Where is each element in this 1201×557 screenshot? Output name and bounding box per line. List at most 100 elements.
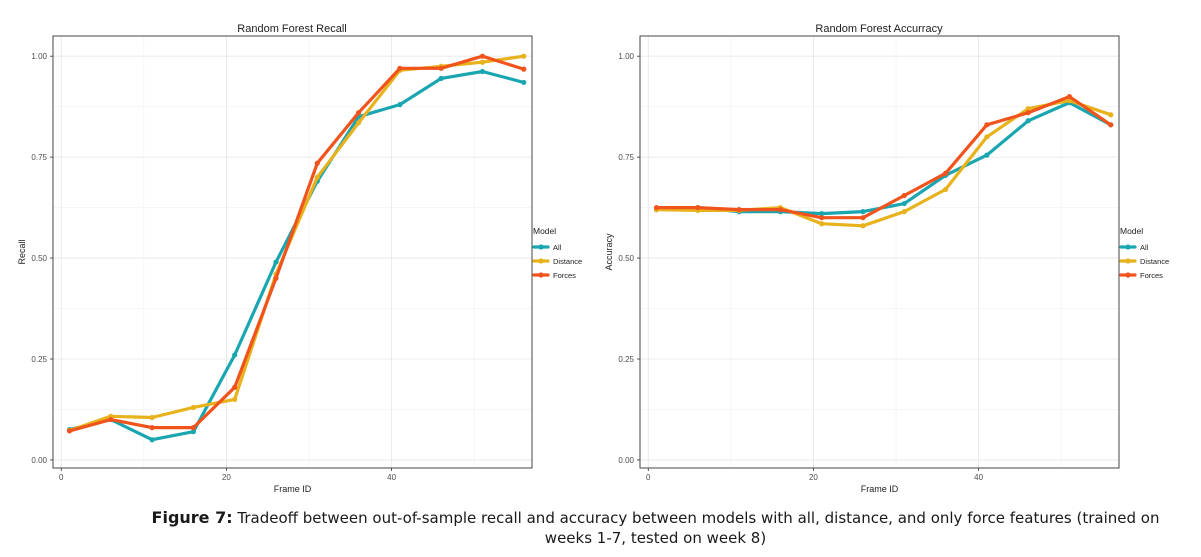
- recall-point-distance: [521, 53, 527, 59]
- recall-xtick-label: 0: [59, 473, 64, 482]
- accuracy-ytick-label: 0.25: [618, 355, 634, 364]
- accuracy-point-forces: [1108, 122, 1114, 128]
- recall-xtick-label: 40: [387, 473, 396, 482]
- accuracy-xtick-label: 20: [809, 473, 818, 482]
- accuracy-point-forces: [695, 204, 701, 211]
- accuracy-plot-area: [640, 36, 1119, 468]
- recall-legend-marker-forces: [538, 272, 544, 278]
- recall-point-forces: [190, 425, 196, 431]
- recall-title: Random Forest Recall: [237, 23, 346, 35]
- recall-point-distance: [149, 414, 155, 421]
- recall-panel-border: [52, 35, 533, 469]
- figure-caption: Figure 7: Tradeoff between out-of-sample…: [0, 508, 1201, 548]
- recall-point-forces: [108, 416, 114, 423]
- accuracy-point-all: [901, 200, 907, 207]
- accuracy-point-distance: [1025, 106, 1031, 112]
- accuracy-xlabel: Frame ID: [861, 484, 899, 494]
- accuracy-legend-title: Model: [1120, 226, 1143, 236]
- figure: Random Forest Recall 0.00 0.25 0.50 0.75 1.00…: [17, 23, 1169, 494]
- accuracy-xtick-label: 40: [974, 473, 983, 482]
- accuracy-point-all: [819, 211, 825, 217]
- accuracy-point-forces: [736, 207, 742, 213]
- recall-series-line-forces: [67, 54, 526, 433]
- caption-label: Figure 7:: [151, 508, 233, 527]
- accuracy-legend-marker-forces: [1125, 272, 1131, 278]
- recall-point-all: [149, 437, 155, 443]
- accuracy-point-forces: [1066, 93, 1073, 100]
- recall-legend-label-forces: Forces: [553, 271, 576, 280]
- recall-point-forces: [314, 160, 320, 166]
- recall-ytick-label: 1.00: [31, 52, 47, 61]
- recall-point-forces: [355, 110, 362, 116]
- accuracy-ytick-label: 0.75: [618, 153, 634, 162]
- accuracy-point-forces: [984, 122, 990, 128]
- accuracy-chart: Random Forest Accurracy 0.00 0.25 0.50 0.75 1…: [604, 23, 1169, 494]
- accuracy-point-forces: [860, 215, 866, 221]
- recall-xlabel: Frame ID: [274, 484, 312, 494]
- accuracy-series-line-forces: [654, 94, 1113, 220]
- recall-point-all: [397, 102, 403, 108]
- recall-point-forces: [232, 384, 238, 390]
- recall-point-all: [190, 429, 196, 435]
- recall-point-forces: [397, 65, 403, 71]
- recall-ytick-label: 0.75: [31, 153, 47, 162]
- recall-point-all: [438, 75, 444, 81]
- recall-legend-label-all: All: [553, 243, 562, 252]
- accuracy-point-forces: [777, 207, 783, 213]
- accuracy-legend-label-all: All: [1140, 243, 1149, 252]
- accuracy-point-forces: [653, 204, 660, 211]
- accuracy-ytick-label: 0.50: [618, 254, 634, 263]
- accuracy-point-distance: [901, 209, 907, 215]
- recall-legend-label-distance: Distance: [553, 257, 582, 266]
- accuracy-xtick-label: 0: [646, 473, 651, 482]
- accuracy-point-forces: [819, 215, 825, 221]
- accuracy-panel-border: [639, 35, 1120, 469]
- recall-point-distance: [479, 59, 486, 65]
- recall-legend: Model All Distance Forces: [532, 226, 582, 280]
- recall-point-all: [232, 352, 238, 358]
- accuracy-point-forces: [942, 170, 949, 176]
- accuracy-point-distance: [984, 134, 990, 140]
- accuracy-legend-marker-distance: [1125, 258, 1131, 264]
- accuracy-legend: Model All Distance Forces: [1119, 226, 1169, 280]
- recall-point-distance: [355, 120, 362, 126]
- recall-ylabel: Recall: [17, 239, 27, 264]
- accuracy-point-all: [984, 152, 990, 158]
- recall-point-forces: [521, 66, 527, 72]
- recall-ytick-label: 0.00: [31, 456, 47, 465]
- recall-point-all: [273, 259, 279, 265]
- accuracy-point-all: [860, 209, 866, 215]
- recall-ytick-label: 0.25: [31, 355, 47, 364]
- accuracy-point-distance: [942, 186, 949, 193]
- recall-point-forces: [66, 428, 73, 434]
- accuracy-legend-label-distance: Distance: [1140, 257, 1169, 266]
- accuracy-point-forces: [1025, 110, 1031, 116]
- recall-point-forces: [273, 275, 279, 281]
- accuracy-ytick-label: 1.00: [618, 52, 634, 61]
- recall-legend-title: Model: [533, 226, 556, 236]
- recall-point-distance: [314, 174, 320, 180]
- recall-point-distance: [232, 396, 238, 402]
- caption-text: Tradeoff between out-of-sample recall an…: [237, 509, 1160, 547]
- recall-plot-area: [53, 36, 532, 468]
- accuracy-point-distance: [860, 223, 866, 229]
- accuracy-point-distance: [819, 221, 825, 227]
- recall-point-all: [521, 79, 527, 86]
- recall-chart: Random Forest Recall 0.00 0.25 0.50 0.75 1.00…: [17, 23, 582, 494]
- recall-point-all: [479, 68, 486, 75]
- accuracy-ylabel: Accuracy: [604, 233, 614, 271]
- accuracy-point-distance: [1108, 112, 1114, 118]
- accuracy-title: Random Forest Accurracy: [815, 23, 943, 35]
- recall-point-distance: [190, 404, 196, 411]
- recall-point-forces: [438, 65, 444, 71]
- recall-xtick-label: 20: [222, 473, 231, 482]
- accuracy-ytick-label: 0.00: [618, 456, 634, 465]
- recall-point-forces: [149, 425, 155, 431]
- accuracy-legend-marker-all: [1125, 244, 1131, 250]
- accuracy-point-forces: [901, 192, 907, 199]
- recall-legend-marker-distance: [538, 258, 544, 264]
- recall-point-forces: [479, 53, 486, 59]
- accuracy-point-all: [1025, 118, 1031, 124]
- recall-legend-marker-all: [538, 244, 544, 250]
- recall-ytick-label: 0.50: [31, 254, 47, 263]
